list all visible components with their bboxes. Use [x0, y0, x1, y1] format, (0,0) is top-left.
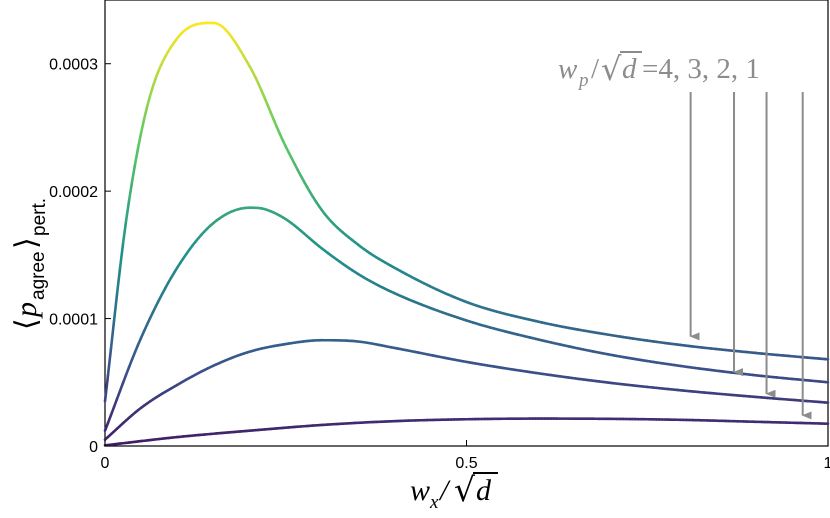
- svg-text:/: /: [438, 474, 451, 507]
- series-1-line: [103, 21, 830, 403]
- series-1-segment: [112, 292, 119, 323]
- series-1-segment: [145, 94, 152, 108]
- series-2-segment: [106, 413, 113, 425]
- curves-group: [103, 21, 830, 447]
- svg-text:w: w: [410, 474, 430, 507]
- y-tick-label: 0: [89, 439, 98, 456]
- svg-text:x: x: [429, 492, 439, 513]
- svg-text:p: p: [577, 70, 589, 91]
- series-1-segment: [151, 75, 158, 87]
- series-2-segment: [112, 397, 119, 409]
- annotation-label: w p / √ d =4, 3, 2, 1: [558, 50, 760, 91]
- series-1-segment: [142, 105, 149, 121]
- y-tick-label: 0.0002: [49, 184, 98, 201]
- series-2-segment: [121, 373, 128, 385]
- series-1-segment: [106, 346, 113, 377]
- x-axis-title: w x / √ d: [410, 470, 498, 513]
- series-1-segment: [148, 84, 155, 97]
- series-1-segment: [154, 67, 161, 79]
- svg-text:p: p: [10, 302, 43, 319]
- series-2-segment: [103, 421, 110, 433]
- annotation-arrows: [689, 92, 812, 420]
- series-2-segment: [127, 358, 134, 369]
- series-1-segment: [115, 266, 122, 296]
- svg-text:/: /: [591, 53, 600, 85]
- series-2-line: [103, 206, 830, 433]
- y-axis-title: ⟨ p agree ⟩ pert.: [9, 198, 50, 330]
- series-2-segment: [109, 405, 116, 417]
- series-1-segment: [139, 117, 146, 134]
- series-1-segment: [121, 219, 128, 245]
- x-tick-label: 0: [101, 455, 110, 472]
- series-4-line: [103, 417, 830, 447]
- svg-text:⟨: ⟨: [9, 318, 44, 330]
- y-tick-label: 0.0001: [49, 312, 98, 329]
- svg-text:agree: agree: [28, 251, 49, 300]
- svg-text:pert.: pert.: [29, 198, 50, 236]
- series-2-segment: [130, 350, 137, 361]
- series-2-segment: [133, 343, 140, 354]
- series-1-segment: [118, 242, 125, 270]
- series-1-segment: [124, 199, 131, 223]
- series-3-line: [103, 338, 830, 441]
- svg-text:√: √: [454, 470, 476, 509]
- series-1-segment: [136, 131, 143, 149]
- series-1-segment: [133, 146, 140, 166]
- series-1-segment: [130, 162, 137, 183]
- svg-text:d: d: [622, 53, 637, 85]
- series-2-segment: [124, 365, 131, 377]
- svg-text:√: √: [601, 50, 622, 88]
- series-1-segment: [269, 111, 276, 121]
- svg-text:d: d: [476, 474, 492, 507]
- x-tick-label: 1: [824, 455, 830, 472]
- series-1-segment: [109, 319, 116, 350]
- series-1-segment: [103, 373, 110, 403]
- svg-text:⟩: ⟩: [9, 237, 44, 249]
- series-2-segment: [118, 381, 125, 393]
- y-ticks: 0 0.0001 0.0002 0.0003: [49, 57, 111, 456]
- series-2-segment: [115, 389, 122, 401]
- series-1-segment: [266, 103, 272, 114]
- svg-text:=4, 3, 2, 1: =4, 3, 2, 1: [642, 53, 760, 85]
- x-ticks: 0 0.5 1: [101, 440, 830, 472]
- series-1-segment: [263, 96, 269, 107]
- x-tick-label: 0.5: [455, 455, 477, 472]
- y-tick-label: 0.0003: [49, 57, 98, 74]
- svg-text:w: w: [558, 53, 578, 85]
- series-1-segment: [127, 180, 134, 202]
